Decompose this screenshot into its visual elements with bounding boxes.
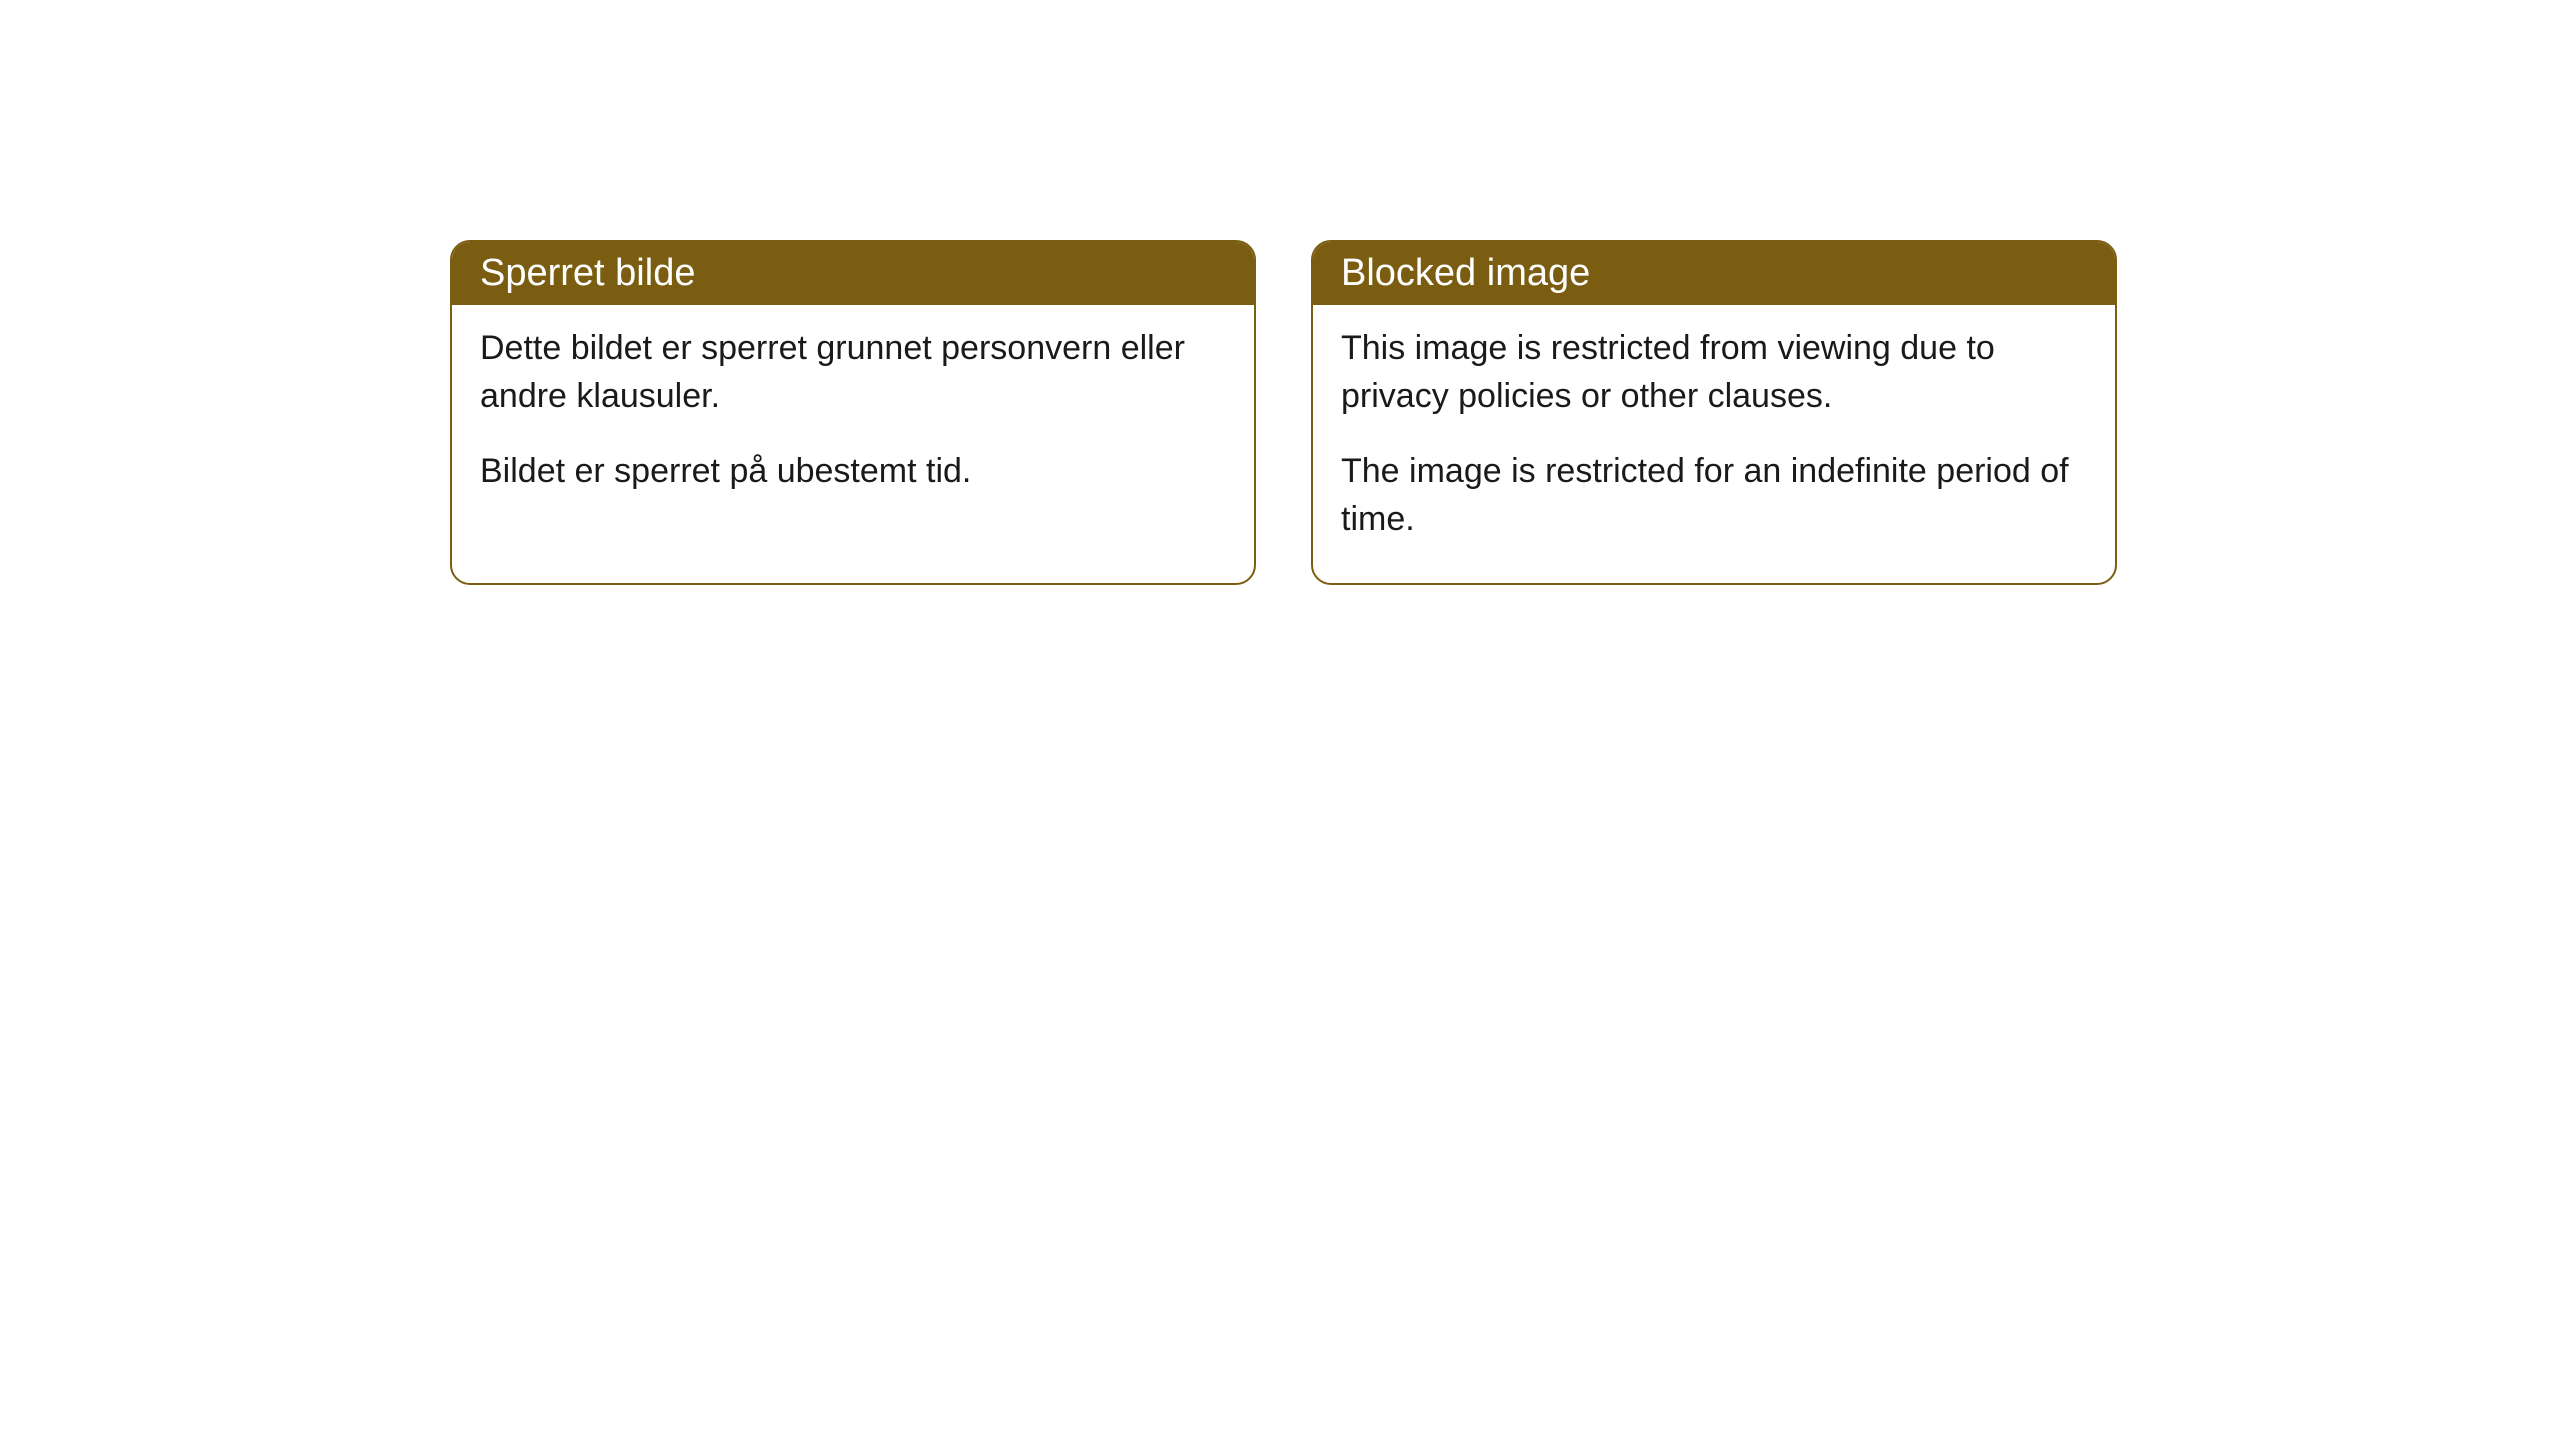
notice-card-english: Blocked image This image is restricted f… bbox=[1311, 240, 2117, 585]
notice-container: Sperret bilde Dette bildet er sperret gr… bbox=[450, 240, 2117, 585]
notice-card-norwegian: Sperret bilde Dette bildet er sperret gr… bbox=[450, 240, 1256, 585]
notice-header-norwegian: Sperret bilde bbox=[452, 242, 1254, 305]
notice-body-english: This image is restricted from viewing du… bbox=[1313, 305, 2115, 583]
notice-paragraph: Bildet er sperret på ubestemt tid. bbox=[480, 448, 1226, 496]
notice-paragraph: Dette bildet er sperret grunnet personve… bbox=[480, 325, 1226, 420]
notice-paragraph: This image is restricted from viewing du… bbox=[1341, 325, 2087, 420]
notice-paragraph: The image is restricted for an indefinit… bbox=[1341, 448, 2087, 543]
notice-body-norwegian: Dette bildet er sperret grunnet personve… bbox=[452, 305, 1254, 536]
notice-header-english: Blocked image bbox=[1313, 242, 2115, 305]
